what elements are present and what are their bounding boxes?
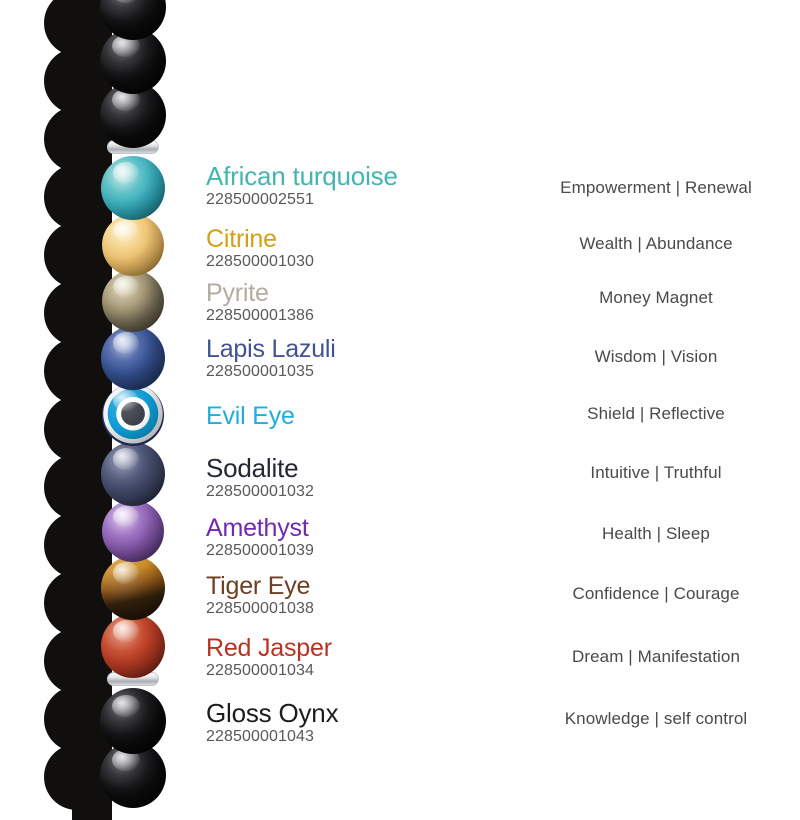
bead-shading	[102, 270, 164, 332]
gemstone-entry: Tiger Eye 228500001038	[206, 573, 506, 618]
gemstone-entry: Lapis Lazuli 228500001035	[206, 336, 506, 381]
gemstone-benefit: Shield | Reflective	[587, 404, 725, 423]
bead-highlight	[112, 562, 140, 585]
gemstone-benefit: Knowledge | self control	[564, 709, 748, 728]
gemstone-benefit: Confidence | Courage	[572, 584, 740, 603]
gemstone-sku: 228500001030	[206, 253, 314, 271]
gemstone-sku: 228500001035	[206, 363, 314, 381]
beaded-bracelet-strand	[0, 0, 185, 820]
bead-highlight	[111, 0, 140, 4]
bead-highlight	[112, 162, 140, 185]
bead-shading	[102, 384, 164, 446]
shadow-bead	[44, 744, 110, 810]
gemstone-entry: Red Jasper 228500001034	[206, 635, 506, 680]
shadow-bead	[44, 454, 110, 520]
gemstone-entry: Evil Eye	[206, 402, 506, 430]
shadow-bead	[44, 686, 110, 752]
gemstone-name: Pyrite	[206, 279, 269, 307]
bead-highlight	[112, 332, 140, 355]
bead-shading	[101, 156, 165, 220]
bead-shading	[102, 214, 164, 276]
shadow-bead	[44, 628, 110, 694]
bead-highlight	[112, 620, 140, 643]
gemstone-entry: Gloss Oynx 228500001043	[206, 698, 506, 746]
gemstone-sku: 228500001043	[206, 728, 314, 746]
evil-eye-bead	[102, 384, 164, 446]
gemstone-entry: Pyrite 228500001386	[206, 280, 506, 325]
bead-shading	[101, 556, 165, 620]
gemstone-name: African turquoise	[206, 161, 398, 191]
shadow-bead	[44, 512, 110, 578]
gemstone-name: Red Jasper	[206, 634, 332, 662]
gemstone-name: Citrine	[206, 225, 277, 253]
shadow-bead	[44, 338, 110, 404]
gemstone-name: Evil Eye	[206, 402, 295, 430]
gemstone-benefit: Dream | Manifestation	[571, 647, 741, 666]
bead-highlight	[111, 694, 140, 718]
bead-highlight	[113, 220, 140, 242]
gemstone-name: Amethyst	[206, 514, 309, 542]
bead-highlight	[113, 390, 140, 412]
tiger-eye-bead	[101, 556, 165, 620]
bead-shading	[102, 500, 164, 562]
gemstone-benefit: Intuitive | Truthful	[590, 463, 722, 482]
gemstone-sku: 228500001386	[206, 307, 314, 325]
gemstone-name-column: African turquoise 228500002551 Citrine 2285…	[206, 0, 506, 800]
gloss-onyx-bead	[100, 688, 166, 754]
gemstone-benefit: Health | Sleep	[602, 524, 710, 543]
gemstone-name: Tiger Eye	[206, 572, 311, 600]
lapis-lazuli-bead	[101, 326, 165, 390]
bead-shading	[101, 442, 165, 506]
gemstone-entry: Citrine 228500001030	[206, 226, 506, 271]
gemstone-sku: 228500001032	[206, 483, 314, 501]
shadow-bead	[44, 48, 110, 114]
gemstone-benefit: Empowerment | Renewal	[560, 178, 752, 197]
bead-shading	[100, 688, 166, 754]
gemstone-sku: 228500001038	[206, 600, 314, 618]
sodalite-bead	[101, 442, 165, 506]
shadow-bead	[44, 222, 110, 288]
gemstone-entry: African turquoise 228500002551	[206, 161, 506, 209]
shadow-bead	[44, 0, 110, 56]
amethyst-bead	[102, 500, 164, 562]
gemstone-sku: 228500002551	[206, 191, 314, 209]
pyrite-bead	[102, 270, 164, 332]
citrine-bead	[102, 214, 164, 276]
shadow-bead	[44, 280, 110, 346]
bead-highlight	[112, 448, 140, 471]
bead-shading	[101, 326, 165, 390]
gemstone-name: Gloss Oynx	[206, 698, 339, 728]
gemstone-entry: Sodalite 228500001032	[206, 453, 506, 501]
bead-highlight	[113, 276, 140, 298]
gemstone-benefit: Money Magnet	[599, 288, 713, 307]
bead-highlight	[113, 506, 140, 528]
african-turquoise-bead	[101, 156, 165, 220]
gemstone-entry: Amethyst 228500001039	[206, 515, 506, 560]
gemstone-name: Sodalite	[206, 453, 299, 483]
gemstone-sku: 228500001034	[206, 662, 314, 680]
gemstone-benefit-column: Empowerment | Renewal Wealth | Abundance M…	[512, 0, 800, 800]
gemstone-name: Lapis Lazuli	[206, 335, 336, 363]
shadow-bead	[44, 570, 110, 636]
shadow-bead	[44, 396, 110, 462]
bead-shading	[101, 614, 165, 678]
shadow-bead	[44, 106, 110, 172]
gemstone-benefit: Wealth | Abundance	[579, 234, 733, 253]
gemstone-sku: 228500001039	[206, 542, 314, 560]
gemstone-benefit: Wisdom | Vision	[594, 347, 718, 366]
red-jasper-bead	[101, 614, 165, 678]
shadow-bead	[44, 164, 110, 230]
